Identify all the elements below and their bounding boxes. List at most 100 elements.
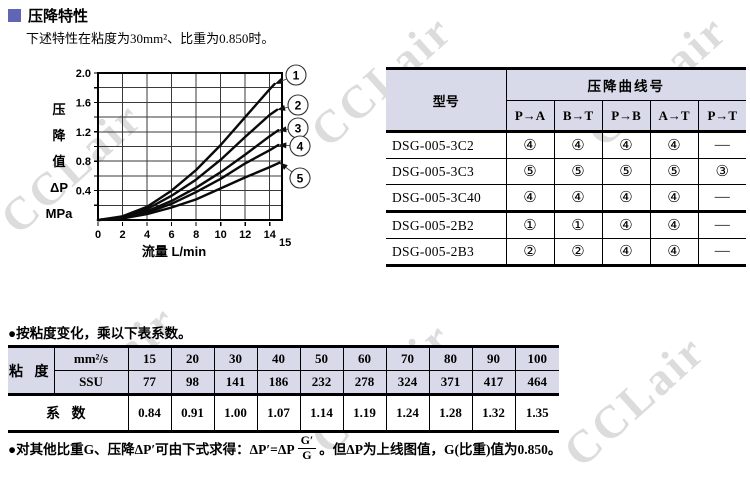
curve-number-cell: — bbox=[698, 132, 746, 159]
curve-number-cell: ④ bbox=[506, 185, 554, 212]
viscosity-ssu-cell: 278 bbox=[343, 371, 386, 395]
coefficient-cell: 0.84 bbox=[128, 395, 171, 432]
x-tick-label: 4 bbox=[144, 229, 151, 241]
curve-label-number: 3 bbox=[295, 122, 302, 136]
model-column-header: 型号 bbox=[386, 69, 506, 132]
coefficient-cell: 1.35 bbox=[515, 395, 559, 432]
y-tick-label: 1.2 bbox=[76, 127, 91, 139]
coefficient-cell: 1.00 bbox=[214, 395, 257, 432]
fraction-denominator: G bbox=[302, 449, 311, 462]
curve-number-cell: — bbox=[698, 185, 746, 212]
viscosity-mm2s-cell: 60 bbox=[343, 347, 386, 371]
x-tick-label: 14 bbox=[264, 229, 277, 241]
viscosity-row-header: 粘 度 bbox=[8, 347, 54, 395]
viscosity-ssu-cell: 77 bbox=[128, 371, 171, 395]
viscosity-ssu-cell: 417 bbox=[472, 371, 515, 395]
curve-number-cell: ⑤ bbox=[554, 159, 602, 185]
coefficient-cell: 1.24 bbox=[386, 395, 429, 432]
y-tick-label: 0.8 bbox=[76, 156, 91, 168]
bottom-note-suffix: 。但ΔP为上线图值，G(比重)值为0.850。 bbox=[319, 438, 561, 458]
callout-arrow-icon bbox=[280, 163, 288, 170]
x-axis-label: 流量 L/min bbox=[142, 244, 206, 259]
curve-number-cell: ④ bbox=[554, 132, 602, 159]
unit-ssu-header: SSU bbox=[54, 371, 128, 395]
curve-number-cell: ④ bbox=[554, 185, 602, 212]
y-tick-label: 1.6 bbox=[76, 97, 91, 109]
model-name-cell: DSG-005-3C3 bbox=[386, 159, 506, 185]
viscosity-ssu-cell: 98 bbox=[171, 371, 214, 395]
section-title: 压降特性 bbox=[28, 5, 88, 26]
coefficient-cell: 1.07 bbox=[257, 395, 300, 432]
curve-number-cell: — bbox=[698, 212, 746, 239]
viscosity-mm2s-cell: 50 bbox=[300, 347, 343, 371]
fraction-g-prime-over-g: G′ G bbox=[298, 434, 317, 461]
curve-number-cell: ④ bbox=[602, 212, 650, 239]
fraction-numerator: G′ bbox=[298, 434, 317, 449]
curve-number-cell: ④ bbox=[650, 185, 698, 212]
coefficient-cell: 0.91 bbox=[171, 395, 214, 432]
viscosity-mm2s-cell: 80 bbox=[429, 347, 472, 371]
model-name-cell: DSG-005-3C40 bbox=[386, 185, 506, 212]
viscosity-mm2s-cell: 90 bbox=[472, 347, 515, 371]
curve-number-cell: ② bbox=[554, 239, 602, 266]
viscosity-ssu-cell: 324 bbox=[386, 371, 429, 395]
section-bullet-icon bbox=[8, 9, 21, 22]
curve-number-cell: ⑤ bbox=[506, 159, 554, 185]
x-tick-label: 2 bbox=[119, 229, 125, 241]
y-tick-label: 2.0 bbox=[76, 68, 91, 80]
model-name-cell: DSG-005-3C2 bbox=[386, 132, 506, 159]
curve-number-cell: — bbox=[698, 239, 746, 266]
curve-4 bbox=[98, 145, 278, 220]
bottom-note-prefix: ●对其他比重G、压降ΔP′可由下式求得：ΔP′=ΔP bbox=[8, 438, 295, 458]
viscosity-mm2s-cell: 40 bbox=[257, 347, 300, 371]
flow-path-header: P→A bbox=[506, 101, 554, 132]
curve-number-cell: ④ bbox=[602, 239, 650, 266]
viscosity-ssu-cell: 141 bbox=[214, 371, 257, 395]
curve-group-header: 压降曲线号 bbox=[506, 69, 746, 101]
curve-number-cell: ④ bbox=[650, 239, 698, 266]
coefficient-row-header: 系 数 bbox=[8, 395, 128, 432]
coefficient-cell: 1.19 bbox=[343, 395, 386, 432]
curve-number-cell: ④ bbox=[602, 185, 650, 212]
flow-path-header: B→T bbox=[554, 101, 602, 132]
curve-number-cell: ① bbox=[554, 212, 602, 239]
coefficient-cell: 1.32 bbox=[472, 395, 515, 432]
x-tick-label: 8 bbox=[193, 229, 199, 241]
curve-number-cell: ④ bbox=[602, 132, 650, 159]
curve-number-cell: ③ bbox=[698, 159, 746, 185]
viscosity-mm2s-cell: 70 bbox=[386, 347, 429, 371]
curve-number-cell: ① bbox=[506, 212, 554, 239]
curve-label-number: 2 bbox=[295, 99, 302, 113]
flow-path-header: P→B bbox=[602, 101, 650, 132]
viscosity-mm2s-cell: 15 bbox=[128, 347, 171, 371]
x-tick-label: 6 bbox=[169, 229, 175, 241]
curve-number-cell: ⑤ bbox=[602, 159, 650, 185]
bottom-note: ●对其他比重G、压降ΔP′可由下式求得：ΔP′=ΔP G′ G 。但ΔP为上线图… bbox=[8, 434, 561, 461]
x-tick-label: 0 bbox=[95, 229, 101, 241]
viscosity-ssu-cell: 186 bbox=[257, 371, 300, 395]
viscosity-ssu-cell: 371 bbox=[429, 371, 472, 395]
x-end-tick-label: 15 bbox=[279, 237, 291, 249]
viscosity-ssu-cell: 464 bbox=[515, 371, 559, 395]
model-name-cell: DSG-005-2B2 bbox=[386, 212, 506, 239]
curve-number-cell: ⑤ bbox=[650, 159, 698, 185]
flow-path-header: P→T bbox=[698, 101, 746, 132]
viscosity-mm2s-cell: 30 bbox=[214, 347, 257, 371]
viscosity-mm2s-cell: 100 bbox=[515, 347, 559, 371]
curve-number-cell: ② bbox=[506, 239, 554, 266]
viscosity-note: ●按粘度变化，乘以下表系数。 bbox=[8, 322, 192, 342]
section-header: 压降特性 bbox=[8, 5, 88, 26]
viscosity-mm2s-cell: 20 bbox=[171, 347, 214, 371]
flow-path-header: A→T bbox=[650, 101, 698, 132]
